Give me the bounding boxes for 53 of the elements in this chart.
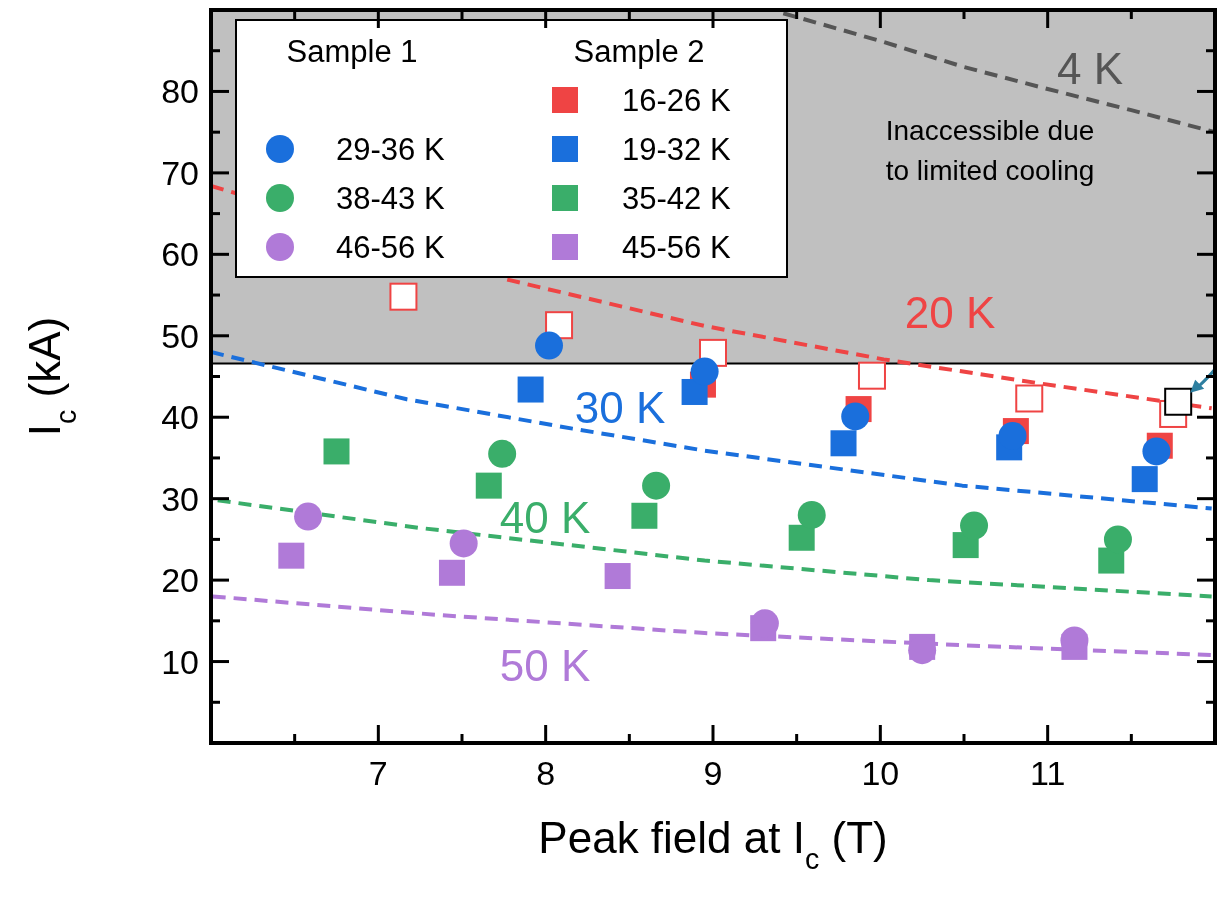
point <box>1142 437 1171 466</box>
legend-label: 16-26 K <box>622 82 731 118</box>
y-tick-label: 40 <box>161 398 199 437</box>
point <box>1103 525 1132 554</box>
series-label: 20 K <box>904 287 996 337</box>
legend-label: 35-42 K <box>622 180 731 216</box>
legend-label: 19-32 K <box>622 131 731 167</box>
annotation: Sample 2 <box>573 33 705 69</box>
point <box>488 439 517 468</box>
legend-label: 38-43 K <box>336 180 445 216</box>
point <box>830 430 857 457</box>
x-tick-label: 9 <box>703 754 723 792</box>
point <box>278 542 305 569</box>
point <box>841 402 870 431</box>
legend-label: 45-56 K <box>622 229 731 265</box>
point <box>294 502 323 531</box>
series-label: 4 K <box>1056 43 1124 93</box>
point <box>389 282 418 311</box>
series-label: 40 K <box>499 492 591 542</box>
annotation: Sample 1 <box>286 33 418 69</box>
legend-label: 29-36 K <box>336 131 445 167</box>
y-tick-label: 50 <box>161 316 199 355</box>
point <box>960 511 989 540</box>
point <box>475 472 502 499</box>
point <box>449 529 478 558</box>
point <box>1164 387 1193 416</box>
x-axis-title: Peak field at I$_{c}$ (T) <box>538 813 888 875</box>
point <box>631 502 658 529</box>
x-tick-label: 7 <box>368 754 388 792</box>
point <box>323 438 350 465</box>
point <box>535 331 564 360</box>
x-tick-label: 10 <box>861 754 900 792</box>
point <box>438 559 465 586</box>
point <box>517 376 544 403</box>
series-label: 50 K <box>499 640 591 690</box>
y-tick-label: 10 <box>161 642 199 681</box>
y-tick-label: 70 <box>161 153 199 192</box>
y-tick-label: 20 <box>161 561 199 600</box>
point <box>1131 466 1158 493</box>
point <box>642 471 671 500</box>
x-tick-label: 11 <box>1030 754 1066 792</box>
line-series <box>215 498 1214 599</box>
series-label: 30 K <box>574 382 666 432</box>
legend-label: 46-56 K <box>336 229 445 265</box>
y-tick-label: 60 <box>161 235 199 274</box>
y-tick-label: 30 <box>161 479 199 518</box>
point <box>690 357 719 386</box>
point <box>797 500 826 529</box>
point <box>788 524 815 551</box>
point <box>604 563 631 590</box>
x-tick-label: 8 <box>536 754 556 792</box>
band-label: Inaccessible due to limited cooling <box>885 115 1095 186</box>
y-tick-label: 80 <box>161 72 199 111</box>
